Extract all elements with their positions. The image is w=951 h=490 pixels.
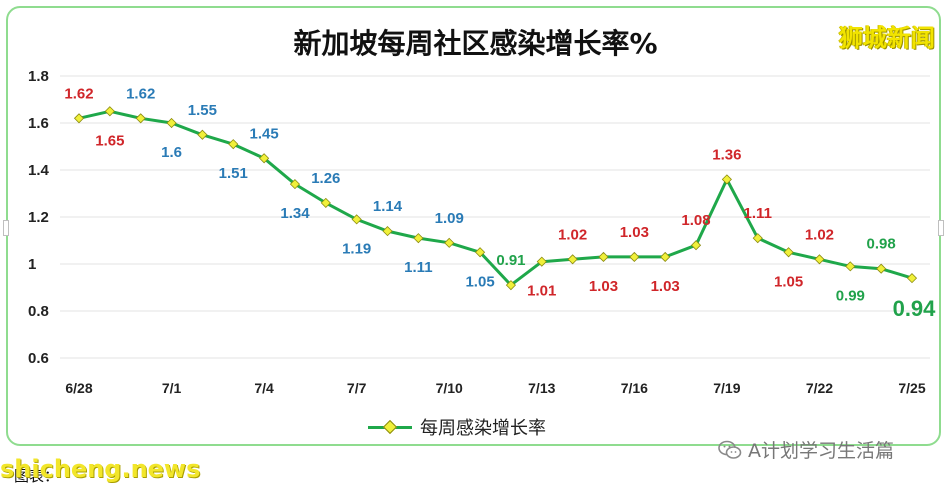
data-point xyxy=(629,251,640,263)
x-tick-label: 7/25 xyxy=(898,380,925,396)
data-point xyxy=(289,179,301,190)
data-point xyxy=(752,233,763,244)
data-label: 0.98 xyxy=(867,236,896,253)
data-point xyxy=(73,113,85,124)
data-label: 1.03 xyxy=(620,224,649,241)
data-point xyxy=(660,251,671,263)
y-tick-label: 1.6 xyxy=(28,115,49,132)
data-label: 1.11 xyxy=(744,205,772,222)
data-point xyxy=(228,139,239,150)
data-point xyxy=(783,247,794,258)
x-tick-label: 7/1 xyxy=(162,380,182,396)
data-label: 1.45 xyxy=(250,125,279,142)
resize-handle-left xyxy=(3,220,9,236)
legend-label: 每周感染增长率 xyxy=(420,418,546,439)
data-label: 1.03 xyxy=(589,278,618,295)
data-label: 0.99 xyxy=(836,287,865,304)
data-point xyxy=(690,240,702,251)
data-point xyxy=(567,254,578,265)
x-tick-label: 7/19 xyxy=(713,380,740,396)
series-line xyxy=(78,109,913,287)
data-point xyxy=(104,106,115,117)
data-point xyxy=(259,153,270,164)
x-tick-label: 7/7 xyxy=(347,380,367,396)
y-tick-label: 1 xyxy=(28,256,36,273)
wechat-icon xyxy=(718,440,742,459)
resize-handle-right xyxy=(938,220,944,236)
legend: 每周感染增长率 xyxy=(368,414,546,440)
x-tick-label: 7/16 xyxy=(621,380,648,396)
data-label: 1.02 xyxy=(805,226,834,243)
chart-title: 新加坡每周社区感染增长率% xyxy=(293,27,658,60)
data-point xyxy=(320,197,331,208)
y-tick-label: 1.8 xyxy=(28,68,49,85)
data-label: 1.08 xyxy=(681,212,710,229)
y-tick-label: 1.2 xyxy=(28,209,49,226)
data-point xyxy=(166,117,177,129)
data-point xyxy=(721,174,732,185)
data-point xyxy=(197,129,208,140)
data-point xyxy=(845,261,856,272)
data-label: 0.91 xyxy=(496,252,525,269)
y-tick-label: 0.6 xyxy=(28,350,49,367)
legend-line-marker xyxy=(368,419,412,434)
data-label: 1.05 xyxy=(465,273,494,290)
data-label: 1.01 xyxy=(527,283,556,300)
source-label: 图表： xyxy=(14,467,60,485)
data-label: 1.09 xyxy=(435,210,464,227)
data-point xyxy=(505,280,516,291)
data-label: 1.62 xyxy=(64,85,93,102)
data-point xyxy=(382,226,393,237)
data-label: 1.34 xyxy=(280,205,310,222)
data-point xyxy=(351,214,362,225)
data-point xyxy=(876,263,887,274)
brand-logo-text: 狮城新闻 xyxy=(839,24,935,52)
data-label: 1.6 xyxy=(161,144,182,161)
y-tick-label: 1.4 xyxy=(28,162,50,179)
data-label: 1.36 xyxy=(712,146,741,163)
data-point xyxy=(475,247,486,258)
x-tick-label: 7/13 xyxy=(528,380,555,396)
data-label: 1.11 xyxy=(404,259,432,276)
data-point xyxy=(135,113,146,124)
data-label: 1.03 xyxy=(651,278,680,295)
wechat-account-name: A计划学习生活篇 xyxy=(748,440,894,462)
data-point xyxy=(906,273,918,284)
data-label-latest: 0.94 xyxy=(893,296,937,321)
data-label: 1.14 xyxy=(373,198,403,215)
data-label: 1.02 xyxy=(558,226,587,243)
data-point xyxy=(536,256,547,267)
data-label: 1.65 xyxy=(95,132,124,149)
data-label: 1.55 xyxy=(188,102,217,119)
data-label: 1.05 xyxy=(774,273,803,290)
chart-frame xyxy=(6,6,941,446)
x-tick-label: 6/28 xyxy=(65,380,92,396)
data-label: 1.19 xyxy=(342,240,371,257)
data-label: 1.51 xyxy=(219,165,248,182)
watermark: shicheng.news xyxy=(0,455,201,483)
x-tick-label: 7/4 xyxy=(254,380,274,396)
wechat-account: A计划学习生活篇 xyxy=(718,436,894,463)
data-point xyxy=(444,237,455,248)
x-tick-label: 7/22 xyxy=(806,380,833,396)
data-point xyxy=(814,254,825,265)
x-tick-label: 7/10 xyxy=(436,380,463,396)
data-label: 1.62 xyxy=(126,85,155,102)
data-label: 1.26 xyxy=(311,170,340,187)
data-point xyxy=(598,251,609,263)
data-point xyxy=(413,233,424,244)
y-tick-label: 0.8 xyxy=(28,303,49,320)
